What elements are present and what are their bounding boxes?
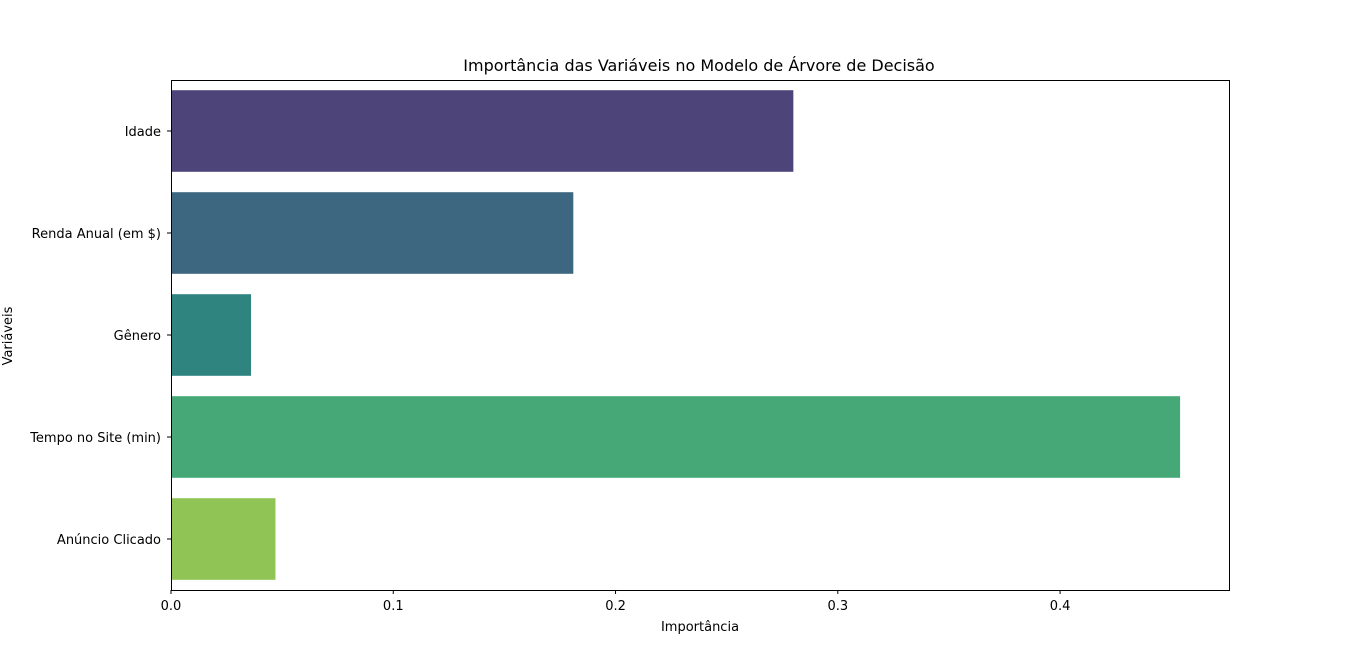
bar-4 [171,498,276,580]
bar-2 [171,294,252,376]
chart-title: Importância das Variáveis no Modelo de Á… [463,56,934,75]
x-tick-label-1: 0.1 [383,599,404,614]
bar-1 [171,192,574,274]
bar-3 [171,396,1181,478]
y-tick-label-1: Renda Anual (em $) [32,227,161,242]
x-tick-label-4: 0.4 [1050,599,1071,614]
x-tick-label-3: 0.3 [827,599,848,614]
y-axis-ticks: Idade Renda Anual (em $) Gênero Tempo no Si… [29,125,171,548]
y-tick-label-4: Anúncio Clicado [57,533,161,548]
y-tick-label-0: Idade [125,125,161,140]
x-axis-label: Importância [661,620,739,635]
bar-0 [171,90,794,172]
plot-area-frame [171,80,1230,591]
x-axis-ticks: 0.0 0.1 0.2 0.3 0.4 [161,590,1071,614]
y-tick-label-3: Tempo no Site (min) [29,431,161,446]
y-tick-label-2: Gênero [114,329,161,344]
x-tick-label-0: 0.0 [161,599,182,614]
bars-group [171,90,1181,580]
y-axis-label: Variáveis [1,306,16,365]
x-tick-label-2: 0.2 [605,599,626,614]
